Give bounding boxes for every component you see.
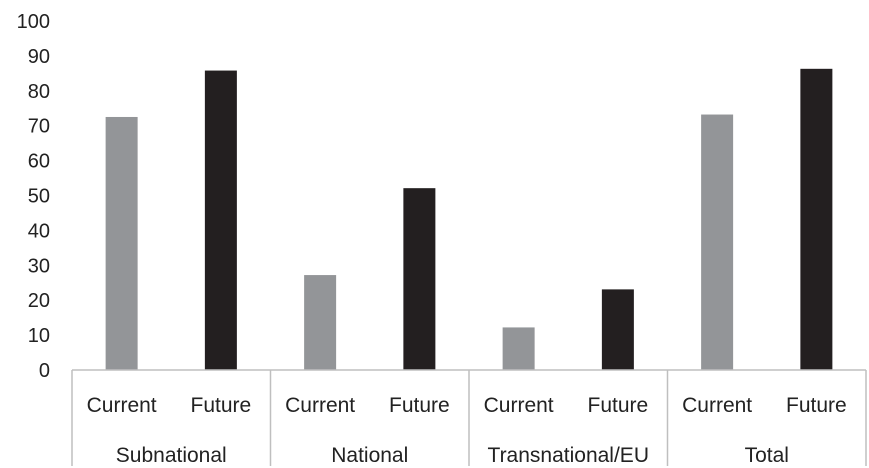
y-axis: 0 10 20 30 40 50 60 70 80 90 100 <box>17 11 50 382</box>
y-tick-label: 80 <box>28 81 50 103</box>
x-category-label: Future <box>389 394 450 417</box>
bar-total-future <box>800 68 833 371</box>
bar-national-future <box>403 188 436 370</box>
y-tick-label: 50 <box>28 186 50 208</box>
bar-transnational-eu-future <box>601 289 634 370</box>
y-tick-label: 10 <box>28 325 50 347</box>
x-category-label: Future <box>588 394 649 417</box>
y-tick-label: 100 <box>17 11 50 33</box>
x-group-label: Total <box>745 444 789 467</box>
x-category-label: Future <box>191 394 252 417</box>
bar-transnational-eu-current <box>502 327 535 370</box>
y-tick-label: 90 <box>28 46 50 68</box>
bar-national-current <box>304 275 337 370</box>
y-tick-label: 60 <box>28 151 50 173</box>
bar-total-current <box>701 114 734 370</box>
x-category-label: Current <box>285 394 355 417</box>
x-axis: Current Future Subnational Current Future Nat… <box>71 369 867 467</box>
y-tick-label: 30 <box>28 255 50 277</box>
bar-subnational-future <box>204 70 237 371</box>
x-group-label: Transnational/EU <box>488 444 649 467</box>
x-group-label: Subnational <box>116 444 227 467</box>
x-category-label: Current <box>682 394 752 417</box>
bar-subnational-current <box>105 116 138 370</box>
y-tick-label: 70 <box>28 116 50 138</box>
bars <box>105 68 833 371</box>
y-tick-label: 0 <box>39 360 50 382</box>
y-tick-label: 40 <box>28 220 50 242</box>
x-category-label: Future <box>786 394 847 417</box>
x-category-label: Current <box>87 394 157 417</box>
x-category-label: Current <box>484 394 554 417</box>
y-tick-label: 20 <box>28 290 50 312</box>
x-group-label: National <box>331 444 408 467</box>
